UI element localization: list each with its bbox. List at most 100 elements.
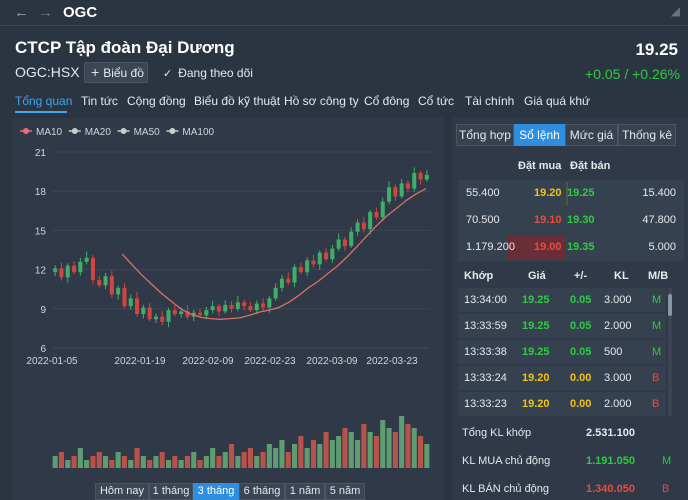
candle-body <box>254 303 259 311</box>
period-3-months[interactable]: 3 tháng <box>193 483 239 500</box>
candle-body <box>198 312 203 316</box>
tab-price-levels[interactable]: Mức giá <box>565 124 618 146</box>
volume-bar <box>77 448 83 468</box>
candle-body <box>84 257 89 262</box>
candle-body <box>267 298 272 308</box>
volume-bar <box>172 456 178 468</box>
ask-header: Đặt bán <box>570 160 611 172</box>
candle-body <box>412 172 417 189</box>
volume-bar <box>336 436 342 468</box>
main-tabs: Tổng quan Tin tức Cộng đồng Biểu đồ kỹ t… <box>0 92 688 116</box>
trade-change: 0.05 <box>570 320 592 332</box>
summary-value: 2.531.100 <box>586 427 635 439</box>
volume-bar <box>254 456 260 468</box>
tab-statistics[interactable]: Thống kê <box>618 124 676 146</box>
candle-body <box>65 265 70 278</box>
tab-company-profile[interactable]: Hồ sơ công ty <box>284 94 359 108</box>
candle-body <box>330 248 335 260</box>
summary-side: M <box>662 455 672 467</box>
follow-label: Đang theo dõi <box>178 66 253 80</box>
x-tick-label: 2022-03-23 <box>366 356 418 367</box>
follow-toggle[interactable]: ✓ Đang theo dõi <box>163 66 253 80</box>
candle-body <box>160 316 165 322</box>
volume-bar <box>304 448 310 468</box>
candle-body <box>122 287 127 307</box>
tab-shareholders[interactable]: Cổ đông <box>364 94 410 108</box>
candle-body <box>368 212 373 230</box>
volume-bar <box>71 456 77 468</box>
trade-time: 13:34:00 <box>464 294 507 306</box>
volume-bar <box>260 452 266 468</box>
period-1-year[interactable]: 1 năm <box>285 483 325 500</box>
candle-body <box>53 268 58 273</box>
trade-volume: 3.000 <box>604 372 632 384</box>
summary-value: 1.191.050 <box>586 455 635 467</box>
candle-body <box>166 310 171 322</box>
tab-news[interactable]: Tin tức <box>81 94 118 108</box>
tab-community[interactable]: Cộng đồng <box>127 94 186 108</box>
check-icon: ✓ <box>163 68 173 80</box>
bid-volume-bar <box>508 236 566 259</box>
forward-arrow-icon[interactable]: → <box>38 4 53 21</box>
candle-body <box>311 260 316 265</box>
trade-row: 13:34:00 19.25 0.05 3.000 M <box>458 288 666 312</box>
period-5-years[interactable]: 5 năm <box>325 483 365 500</box>
candle-body <box>223 304 228 312</box>
price-chart[interactable]: MA10 MA20 MA50 MA100 6 9 12 15 18 21 2022-01-05 202… <box>12 118 444 500</box>
volume-bar <box>367 432 373 468</box>
candle-body <box>59 268 64 278</box>
legend-marker <box>71 128 78 134</box>
volume-bar <box>153 456 159 468</box>
bid-price: 19.10 <box>534 214 562 226</box>
volume-bar <box>216 456 222 468</box>
candle-body <box>317 252 322 265</box>
period-today[interactable]: Hôm nay <box>95 483 149 500</box>
chart-button[interactable]: + Biểu đồ <box>84 62 148 83</box>
tab-overview[interactable]: Tổng quan <box>15 94 73 108</box>
volume-bar <box>159 452 165 468</box>
volume-bar <box>373 436 379 468</box>
pin-icon[interactable]: ◢ <box>670 4 680 18</box>
volume-bar <box>121 456 127 468</box>
trade-volume: 3.000 <box>604 294 632 306</box>
tab-technical-chart[interactable]: Biểu đồ kỹ thuật <box>194 94 281 108</box>
volume-bar <box>128 460 134 468</box>
candle-body <box>418 172 423 180</box>
x-tick-label: 2022-01-19 <box>114 356 166 367</box>
period-6-months[interactable]: 6 tháng <box>239 483 285 500</box>
volume-bar <box>323 432 329 468</box>
ma-line <box>121 188 427 320</box>
tab-summary[interactable]: Tổng hợp <box>456 124 514 146</box>
candle-body <box>78 261 83 273</box>
trade-price: 19.25 <box>522 346 550 358</box>
volume-bar <box>109 460 115 468</box>
candle-body <box>185 311 190 317</box>
tab-financials[interactable]: Tài chính <box>465 94 515 108</box>
back-arrow-icon[interactable]: ← <box>14 4 29 21</box>
title-bar: ← → OGC ◢ <box>0 0 688 26</box>
legend-marker <box>120 128 127 134</box>
candle-body <box>393 187 398 197</box>
volume-bar <box>424 444 430 468</box>
volume-bar <box>96 452 102 468</box>
period-1-month[interactable]: 1 tháng <box>149 483 193 500</box>
tab-dividends[interactable]: Cổ tức <box>418 94 455 108</box>
legend-label: MA100 <box>182 127 214 138</box>
scrollbar-thumb[interactable] <box>668 294 672 316</box>
volume-bar <box>166 460 172 468</box>
chart-button-label: Biểu đồ <box>103 66 144 80</box>
tab-order-book[interactable]: Sổ lệnh <box>514 124 565 146</box>
tab-price-history[interactable]: Giá quá khứ <box>524 94 591 108</box>
orderbook-row: 70.500 19.10 19.30 47.800 <box>458 207 684 234</box>
trades-header-side: M/B <box>648 270 669 282</box>
trade-volume: 2.000 <box>604 398 632 410</box>
chart-panel: MA10 MA20 MA50 MA100 6 9 12 15 18 21 2022-01-05 202… <box>12 118 444 500</box>
y-tick-label: 12 <box>35 266 47 277</box>
candle-body <box>336 239 341 249</box>
volume-bar <box>405 424 411 468</box>
volume-bar <box>386 428 392 468</box>
trades-scrollbar[interactable] <box>668 288 672 416</box>
trade-side: B <box>652 398 660 410</box>
x-tick-label: 2022-02-23 <box>244 356 296 367</box>
volume-bar <box>348 432 354 468</box>
